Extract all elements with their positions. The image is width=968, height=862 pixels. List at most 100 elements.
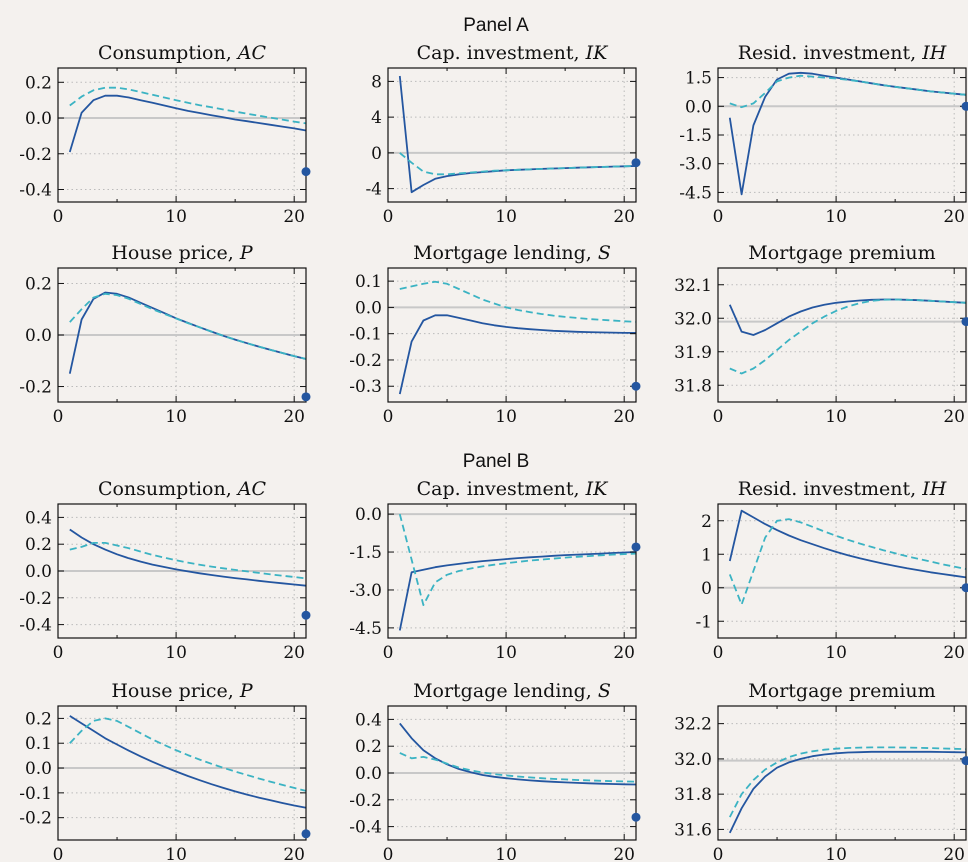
subplot-title: Mortgage premium — [748, 242, 935, 264]
y-tick-label: 32.1 — [674, 276, 712, 296]
subplot-12: Mortgage premium 0 10 20 31.6 31.8 32.0 32.2 — [674, 680, 968, 862]
y-tick-label: 32.0 — [674, 309, 712, 329]
x-tick-label: 0 — [383, 643, 394, 663]
x-tick-label: 20 — [943, 207, 965, 227]
x-tick-label: 0 — [713, 643, 724, 663]
panel-a-title: Panel A — [463, 15, 529, 36]
x-tick-label: 20 — [283, 643, 305, 663]
y-tick-label: 1 — [701, 545, 712, 565]
dashed-series-line — [69, 717, 307, 792]
dashed-series-line — [399, 752, 637, 783]
marker-point — [301, 829, 311, 839]
solid-series-line — [398, 75, 637, 194]
subplot-10: House price, P 0 10 20 -0.2 -0.1 0.0 0.1 0.2 — [19, 680, 311, 862]
dashed-series-line — [69, 292, 307, 360]
y-tick-label: 4 — [371, 108, 382, 128]
marker-point — [961, 317, 968, 327]
dashed-series-line — [728, 746, 967, 818]
y-tick-label: 0.0 — [355, 505, 382, 525]
y-tick-label: -4.5 — [349, 619, 382, 639]
x-tick-label: 10 — [495, 407, 517, 427]
solid-series-line — [398, 314, 636, 395]
subplot-title: Resid. investment, IH — [738, 42, 947, 64]
y-tick-label: -0.4 — [349, 818, 382, 838]
y-tick-label: 0.0 — [25, 326, 52, 346]
solid-series-line — [68, 291, 307, 374]
y-tick-label: -1 — [695, 612, 712, 632]
solid-series-line — [69, 715, 307, 809]
y-tick-label: 0.2 — [25, 274, 52, 294]
subplot-8: Cap. investment, IK 0 10 20 -4.5 -3.0 -1.5 0.0 — [349, 478, 641, 663]
y-tick-label: 0.0 — [25, 109, 52, 129]
y-tick-label: 0.4 — [25, 508, 52, 528]
y-tick-label: 8 — [371, 72, 382, 92]
x-tick-label: 0 — [53, 643, 64, 663]
y-tick-label: 0.2 — [355, 737, 382, 757]
dashed-series-line — [69, 542, 307, 580]
y-tick-label: -1.5 — [679, 126, 712, 146]
x-tick-label: 20 — [613, 845, 635, 862]
x-tick-label: 20 — [283, 845, 305, 862]
y-tick-label: 31.8 — [674, 376, 712, 396]
x-tick-label: 10 — [165, 845, 187, 862]
dashed-series-line — [399, 152, 637, 176]
solid-series-line — [728, 71, 967, 196]
marker-point — [301, 167, 311, 177]
axes-frame — [387, 67, 637, 203]
dashed-series-line — [729, 74, 967, 109]
subplot-title: Cap. investment, IK — [417, 42, 610, 64]
x-tick-label: 10 — [495, 207, 517, 227]
y-tick-label: -0.2 — [19, 378, 52, 398]
y-tick-label: 0.0 — [685, 97, 712, 117]
y-tick-label: -0.2 — [19, 145, 52, 165]
subplot-3: Resid. investment, IH 0 10 20 -4.5 -3.0 -1.5 0.… — [679, 42, 968, 227]
y-tick-label: -0.2 — [349, 791, 382, 811]
solid-series-line — [69, 528, 307, 587]
y-tick-label: 0.2 — [25, 535, 52, 555]
subplot-title: Mortgage premium — [748, 680, 935, 702]
axes-frame — [57, 67, 307, 203]
x-tick-label: 20 — [283, 407, 305, 427]
subplot-6: Mortgage premium 0 10 20 31.8 31.9 32.0 32.1 — [674, 242, 968, 427]
y-tick-label: 32.0 — [674, 750, 712, 770]
marker-point — [961, 101, 968, 111]
y-tick-label: 0.1 — [355, 272, 382, 292]
subplot-1: Consumption, AC 0 10 20 -0.4 -0.2 0.0 0.2 — [19, 42, 311, 227]
marker-point — [301, 610, 311, 620]
y-tick-label: 0 — [701, 579, 712, 599]
y-tick-label: 31.8 — [674, 785, 712, 805]
dashed-series-line — [69, 86, 307, 125]
x-tick-label: 20 — [943, 845, 965, 862]
x-tick-label: 0 — [713, 845, 724, 862]
y-tick-label: -4 — [365, 180, 382, 200]
marker-point — [961, 756, 968, 766]
y-tick-label: 32.2 — [674, 715, 712, 735]
x-tick-label: 20 — [613, 207, 635, 227]
y-tick-label: 2 — [701, 512, 712, 532]
y-tick-label: 1.5 — [685, 69, 712, 89]
x-tick-label: 20 — [283, 207, 305, 227]
y-tick-label: 0.0 — [355, 764, 382, 784]
marker-point — [631, 812, 641, 822]
x-tick-label: 20 — [613, 643, 635, 663]
subplot-title: Consumption, AC — [98, 42, 267, 64]
subplot-7: Consumption, AC 0 10 20 -0.4 -0.2 0.0 0.2 0.4 — [19, 478, 311, 663]
axes-frame — [717, 267, 967, 403]
y-tick-label: 0.0 — [25, 562, 52, 582]
y-tick-label: 31.9 — [674, 343, 712, 363]
axes-frame — [387, 503, 637, 639]
axes-frame — [57, 705, 307, 841]
solid-series-line — [399, 722, 637, 786]
dashed-series-line — [728, 518, 967, 606]
solid-series-line — [68, 94, 307, 153]
y-tick-label: -3.0 — [349, 581, 382, 601]
marker-point — [961, 583, 968, 593]
x-tick-label: 20 — [613, 407, 635, 427]
x-tick-label: 0 — [383, 407, 394, 427]
y-tick-label: 0.0 — [355, 298, 382, 318]
subplot-title: Consumption, AC — [98, 478, 267, 500]
x-tick-label: 10 — [495, 643, 517, 663]
marker-point — [631, 542, 641, 552]
